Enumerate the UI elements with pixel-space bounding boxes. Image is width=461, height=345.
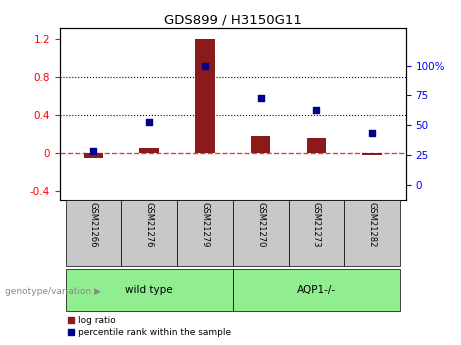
Bar (307, 138, 326, 153)
Text: AQP1-/-: AQP1-/- (297, 285, 336, 295)
Point (368, 131, 376, 136)
Bar (121, 200, 177, 266)
Bar (139, 148, 159, 153)
Bar (65, 268, 233, 310)
Bar (233, 200, 289, 266)
Point (90, 149, 97, 154)
Text: GSM21266: GSM21266 (89, 202, 98, 248)
Bar (362, 153, 382, 155)
Point (146, 119, 153, 124)
Bar (83, 153, 103, 158)
Text: GSM21273: GSM21273 (312, 202, 321, 248)
Bar (344, 200, 400, 266)
Text: genotype/variation ▶: genotype/variation ▶ (5, 287, 100, 296)
Point (313, 107, 320, 112)
Bar (289, 200, 344, 266)
Bar (251, 136, 271, 153)
Point (257, 95, 264, 100)
Bar (65, 200, 121, 266)
Text: GSM21270: GSM21270 (256, 202, 265, 248)
Text: GSM21279: GSM21279 (201, 202, 209, 248)
Bar (233, 268, 400, 310)
Text: wild type: wild type (125, 285, 173, 295)
Title: GDS899 / H3150G11: GDS899 / H3150G11 (164, 13, 302, 27)
Text: GSM21282: GSM21282 (368, 202, 377, 248)
Legend: log ratio, percentile rank within the sample: log ratio, percentile rank within the sa… (65, 313, 235, 341)
Point (201, 63, 209, 68)
Bar (177, 200, 233, 266)
Text: GSM21276: GSM21276 (145, 202, 154, 248)
Bar (195, 39, 215, 153)
